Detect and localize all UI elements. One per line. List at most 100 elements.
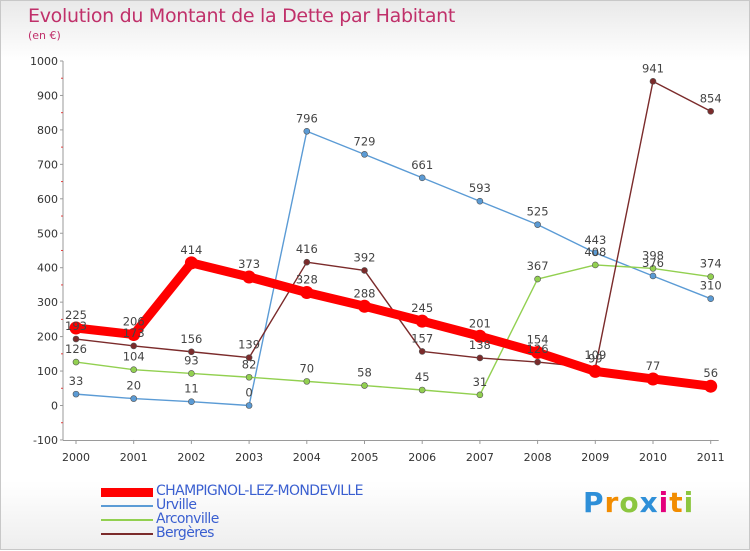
data-point [707,273,715,280]
logo-letter: r [604,486,620,519]
data-label: 33 [69,374,84,388]
series-line-0 [71,258,716,391]
data-label: 416 [296,242,318,256]
data-label: 126 [65,342,87,356]
y-tick-label: 300 [37,296,58,309]
data-point [361,151,368,158]
data-point [476,197,484,205]
x-tick-label: 2006 [408,451,436,464]
data-label: 11 [184,382,199,396]
data-label: 328 [296,273,318,287]
data-label: 374 [700,257,722,271]
logo-letter: i [683,486,695,519]
x-tick-label: 2008 [524,451,552,464]
data-label: 109 [584,348,606,362]
y-tick-label: 400 [37,262,58,275]
data-label: 138 [469,338,491,352]
logo-letter: i [658,486,670,519]
data-point [184,256,198,270]
data-label: 593 [469,181,491,195]
data-point [69,321,83,335]
data-label: 201 [469,316,491,330]
data-point [649,78,657,85]
series-line-3 [75,80,712,369]
data-point [188,348,195,356]
data-point [72,335,80,343]
y-tick-label: 100 [37,365,58,378]
data-point [534,358,541,366]
data-label: 77 [646,359,661,373]
x-tick-label: 2000 [62,451,90,464]
data-label: 56 [703,366,718,380]
legend: CHAMPIGNOL-LEZ-MONDEVILLE Urville Arconvil… [101,483,441,541]
y-tick-label: 900 [37,89,58,102]
chart-title: Evolution du Montant de la Dette par Hab… [28,5,456,27]
data-label: 310 [700,279,722,293]
y-tick-label: 1000 [30,55,58,68]
data-label: 104 [123,350,145,364]
data-label: 58 [357,366,372,380]
legend-swatch [101,533,153,535]
proxiti-logo: Proxiti [583,486,694,519]
data-label: 93 [184,353,199,367]
data-label: 245 [411,301,433,315]
data-label: 20 [126,379,141,393]
x-tick-label: 2009 [581,451,609,464]
data-label: 156 [180,332,202,346]
legend-swatch [101,505,153,507]
data-point [418,348,426,355]
data-label: 173 [123,326,145,340]
data-point [361,267,368,274]
data-label: 796 [296,111,318,125]
unit-label: (en €) [28,29,61,42]
y-tick-label: -100 [33,434,58,447]
data-point [646,372,660,386]
data-point [649,265,657,272]
data-point [130,342,137,350]
legend-item: Arconville [101,511,441,527]
data-point [534,221,541,228]
data-point [130,395,137,402]
data-label: 45 [415,370,430,384]
data-point [303,127,311,135]
data-label: 661 [411,158,433,172]
x-tick-label: 2004 [293,451,321,464]
legend-item: Urville [101,497,441,513]
x-tick-label: 2003 [235,451,263,464]
x-tick-label: 2002 [177,451,205,464]
data-point [707,107,715,115]
y-tick-label: 0 [51,400,58,413]
data-point [127,328,141,342]
data-label: 408 [584,245,606,259]
data-point [245,373,253,381]
data-point [418,174,426,182]
logo-letter: P [583,486,605,519]
legend-swatch [101,519,153,521]
data-label: 398 [642,248,664,262]
data-point [649,272,657,280]
data-point [531,345,545,359]
data-label: 443 [584,233,606,247]
legend-item: Bergères [101,525,441,541]
data-point [245,354,253,361]
data-label: 225 [65,308,87,322]
x-tick-label: 2001 [120,451,148,464]
logo-letter: t [669,486,684,519]
data-label: 373 [238,257,260,271]
y-tick-label: 500 [37,227,58,240]
data-point [415,314,429,328]
data-point [361,382,368,389]
legend-label: Arconville [156,511,219,527]
data-point [418,386,426,394]
logo-letter: x [639,486,659,519]
data-label: 414 [180,243,202,257]
data-label: 854 [700,91,722,105]
data-point [476,354,484,362]
data-label: 392 [354,250,376,264]
legend-label: Urville [156,497,197,513]
legend-label: Bergères [156,525,214,541]
data-label: 525 [527,205,549,219]
series-line-2 [75,264,712,396]
